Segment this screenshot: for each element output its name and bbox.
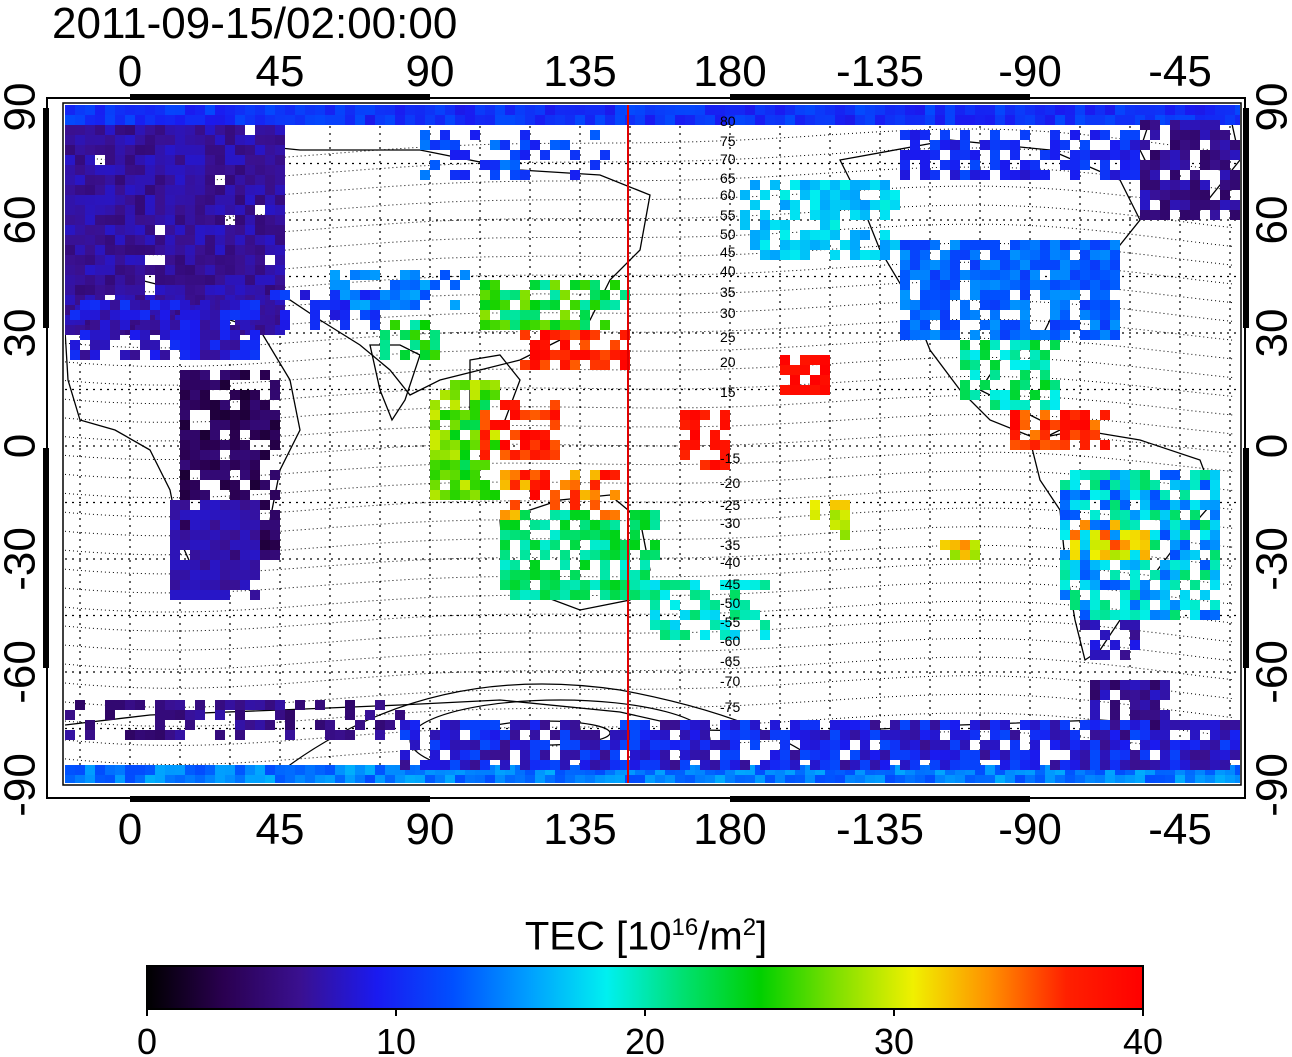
magnetic-latitude-label: -65 bbox=[720, 653, 740, 669]
latitude-tick-label: 30 bbox=[0, 309, 45, 358]
latitude-tick-label: 60 bbox=[1248, 196, 1292, 245]
latitude-tick-label: 60 bbox=[0, 196, 45, 245]
longitude-tick-label: -135 bbox=[836, 47, 924, 96]
magnetic-latitude-label: 55 bbox=[720, 207, 736, 223]
latitude-tick-label: 90 bbox=[1248, 83, 1292, 132]
colorbar-tick-label: 40 bbox=[1123, 1021, 1163, 1057]
magnetic-latitude-label: -30 bbox=[720, 515, 740, 531]
longitude-tick-label: 180 bbox=[693, 47, 766, 96]
colorbar-label: TEC [1016/m2] bbox=[524, 914, 768, 959]
magnetic-latitude-label: 15 bbox=[720, 384, 736, 400]
left-latitude-ticks: 90 60 30 0 -30 -60 -90 bbox=[0, 83, 45, 817]
longitude-tick-label: 90 bbox=[406, 47, 455, 96]
longitude-tick-label: 45 bbox=[256, 47, 305, 96]
magnetic-latitude-label: 65 bbox=[720, 170, 736, 186]
colorbar-tick-label: 10 bbox=[376, 1021, 416, 1057]
magnetic-latitude-label: -20 bbox=[720, 475, 740, 491]
latitude-tick-label: 0 bbox=[1248, 434, 1292, 458]
magnetic-latitude-label: 35 bbox=[720, 284, 736, 300]
latitude-tick-label: -60 bbox=[0, 640, 45, 704]
tec-data bbox=[65, 105, 1240, 783]
magnetic-latitude-label: 80 bbox=[720, 113, 736, 129]
longitude-tick-label: 135 bbox=[543, 805, 616, 854]
magnetic-latitude-label: 70 bbox=[720, 151, 736, 167]
magnetic-latitude-label: -70 bbox=[720, 673, 740, 689]
magnetic-latitude-label: -45 bbox=[720, 576, 740, 592]
latitude-tick-label: -90 bbox=[0, 753, 45, 817]
magnetic-latitude-label: 60 bbox=[720, 187, 736, 203]
magnetic-latitude-label: -60 bbox=[720, 633, 740, 649]
colorbar-tick-label: 0 bbox=[137, 1021, 157, 1057]
magnetic-latitude-label: -40 bbox=[720, 554, 740, 570]
magnetic-latitude-label: 50 bbox=[720, 226, 736, 242]
longitude-tick-label: 45 bbox=[256, 805, 305, 854]
latitude-tick-label: 30 bbox=[1248, 309, 1292, 358]
longitude-tick-label: 90 bbox=[406, 805, 455, 854]
magnetic-latitude-label: -35 bbox=[720, 537, 740, 553]
longitude-tick-label: 0 bbox=[118, 47, 142, 96]
top-longitude-ticks: 0 45 90 135 180 -135 -90 -45 bbox=[118, 47, 1212, 96]
latitude-tick-label: -60 bbox=[1248, 640, 1292, 704]
longitude-tick-label: -45 bbox=[1148, 47, 1212, 96]
colorbar-tick-label: 20 bbox=[625, 1021, 665, 1057]
latitude-tick-label: -30 bbox=[1248, 527, 1292, 591]
map-inner-frame bbox=[62, 102, 1242, 786]
magnetic-latitude-label: -55 bbox=[720, 614, 740, 630]
magnetic-latitude-label: -50 bbox=[720, 595, 740, 611]
colorbar-ticks: 0 10 20 30 40 bbox=[137, 1009, 1163, 1057]
magnetic-latitude-label: 25 bbox=[720, 329, 736, 345]
magnetic-latitude-label: 20 bbox=[720, 354, 736, 370]
right-latitude-ticks: 90 60 30 0 -30 -60 -90 bbox=[1248, 83, 1292, 817]
magnetic-latitude-label: -15 bbox=[720, 450, 740, 466]
latitude-tick-label: -30 bbox=[0, 527, 45, 591]
magnetic-latitude-label: -25 bbox=[720, 497, 740, 513]
longitude-tick-label: -45 bbox=[1148, 805, 1212, 854]
magnetic-latitude-label: -75 bbox=[720, 699, 740, 715]
longitude-tick-label: -135 bbox=[836, 805, 924, 854]
longitude-tick-label: -90 bbox=[998, 805, 1062, 854]
colorbar bbox=[146, 965, 1144, 1010]
latitude-tick-label: 90 bbox=[0, 83, 45, 132]
magnetic-latitude-label: 75 bbox=[720, 133, 736, 149]
magnetic-latitude-label: 30 bbox=[720, 305, 736, 321]
frame-tick-bars bbox=[43, 94, 1249, 802]
colorbar-tick-label: 30 bbox=[874, 1021, 914, 1057]
longitude-tick-label: 135 bbox=[543, 47, 616, 96]
magnetic-latitude-label: 40 bbox=[720, 263, 736, 279]
map-title: 2011-09-15/02:00:00 bbox=[52, 0, 458, 48]
longitude-tick-label: -90 bbox=[998, 47, 1062, 96]
longitude-tick-label: 0 bbox=[118, 805, 142, 854]
latitude-tick-label: -90 bbox=[1248, 753, 1292, 817]
bottom-longitude-ticks: 0 45 90 135 180 -135 -90 -45 bbox=[118, 805, 1212, 854]
latitude-tick-label: 0 bbox=[0, 434, 45, 458]
longitude-tick-label: 180 bbox=[693, 805, 766, 854]
magnetic-latitude-label: 45 bbox=[720, 244, 736, 260]
